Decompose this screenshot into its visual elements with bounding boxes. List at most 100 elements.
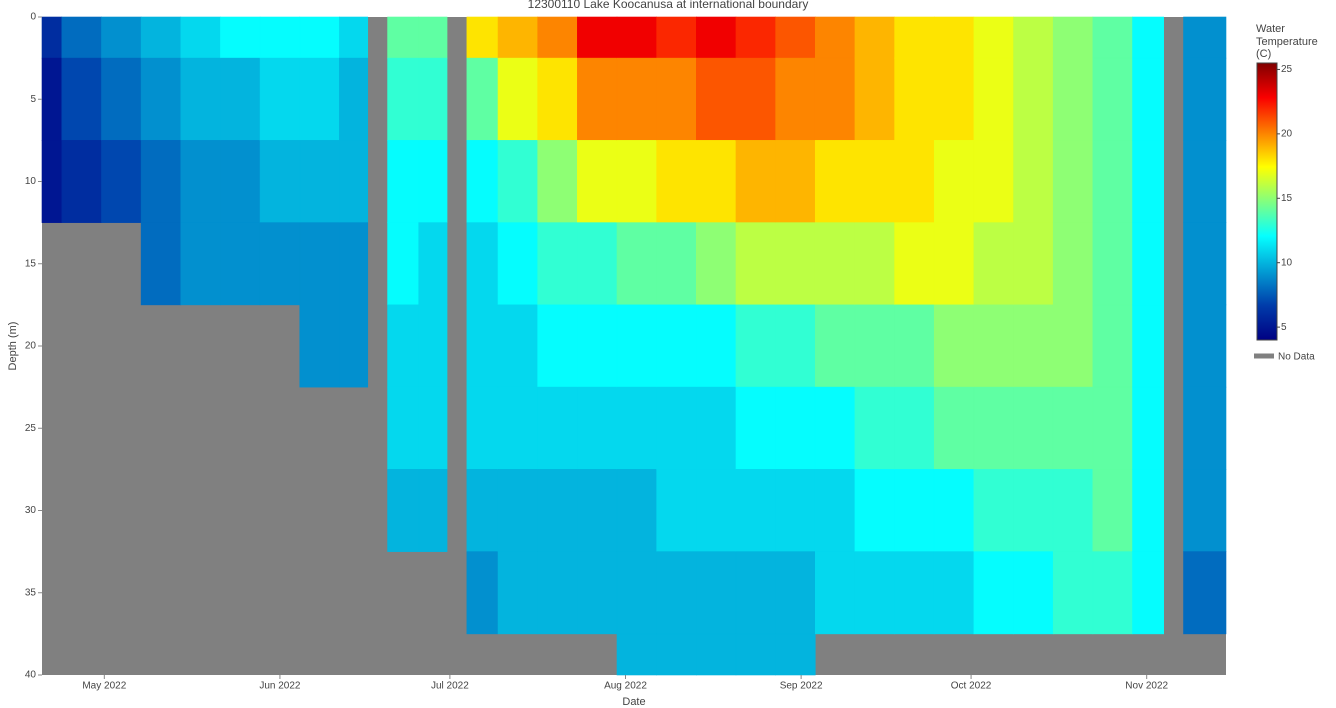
heatmap-cell xyxy=(537,304,578,388)
heatmap-cell xyxy=(299,16,340,59)
heatmap-cell xyxy=(814,57,856,141)
heatmap-cell xyxy=(418,222,448,306)
heatmap-cell xyxy=(466,551,499,635)
heatmap-cell xyxy=(616,16,657,59)
colorbar xyxy=(1256,62,1278,341)
heatmap-cell xyxy=(616,57,657,141)
heatmap-cell xyxy=(656,469,697,552)
heatmap-cell xyxy=(696,551,737,635)
heatmap-cell xyxy=(101,57,142,141)
heatmap-cell xyxy=(894,386,935,470)
heatmap-cell xyxy=(1013,386,1054,470)
heatmap-cell xyxy=(1183,222,1227,306)
heatmap-cell xyxy=(973,16,1014,59)
heatmap-cell xyxy=(1092,304,1133,388)
heatmap-cell xyxy=(1013,304,1054,388)
heatmap-cell xyxy=(466,386,499,470)
heatmap-cell xyxy=(1183,57,1227,141)
heatmap-cell xyxy=(814,386,856,470)
heatmap-cell xyxy=(735,140,776,223)
heatmap-cell xyxy=(696,633,737,676)
heatmap-cell xyxy=(814,551,856,635)
heatmap-cell xyxy=(259,222,301,306)
heatmap-cell xyxy=(854,16,895,59)
heatmap-cell xyxy=(656,386,697,470)
heatmap-cell xyxy=(577,386,618,470)
heatmap-cell xyxy=(735,222,776,306)
heatmap-cell xyxy=(894,304,935,388)
heatmap-cell xyxy=(466,16,499,59)
heatmap-cell xyxy=(933,304,975,388)
heatmap-cell xyxy=(696,222,737,306)
heatmap-cell xyxy=(41,57,63,141)
colorbar-tick-label: 25 xyxy=(1281,64,1293,75)
x-tick-label: Sep 2022 xyxy=(780,681,823,692)
heatmap-cell xyxy=(1052,140,1094,223)
heatmap-cell xyxy=(101,16,142,59)
heatmap-cell xyxy=(854,57,895,141)
heatmap-cell xyxy=(220,140,261,223)
heatmap-cell xyxy=(577,304,618,388)
heatmap-cell xyxy=(466,57,499,141)
heatmap-cell xyxy=(894,16,935,59)
heatmap-cell xyxy=(973,57,1014,141)
heatmap-cell xyxy=(775,140,816,223)
heatmap-cell xyxy=(339,140,369,223)
heatmap-cell xyxy=(466,140,499,223)
heatmap-cell xyxy=(735,16,776,59)
heatmap-cell xyxy=(775,57,816,141)
heatmap-cell xyxy=(1013,16,1054,59)
heatmap-cell xyxy=(1092,386,1133,470)
heatmap-cell xyxy=(1132,469,1164,552)
heatmap-cell xyxy=(220,222,261,306)
heatmap-cell xyxy=(418,386,448,470)
colorbar-tick-label: 5 xyxy=(1281,322,1287,333)
heatmap-cell xyxy=(973,469,1014,552)
heatmap-cell xyxy=(656,222,697,306)
heatmap-cell xyxy=(696,469,737,552)
y-tick-label: 5 xyxy=(30,94,36,105)
heatmap-cell xyxy=(1132,16,1164,59)
heatmap-cell xyxy=(696,304,737,388)
heatmap-cell xyxy=(973,304,1014,388)
x-tick-label: Jul 2022 xyxy=(431,681,469,692)
heatmap-cell xyxy=(339,304,369,388)
heatmap-cell xyxy=(854,551,895,635)
heatmap-cell xyxy=(577,222,618,306)
heatmap-cell xyxy=(894,469,935,552)
heatmap-cell xyxy=(577,551,618,635)
legend-label: No Data xyxy=(1278,352,1315,363)
heatmap-cell xyxy=(933,469,975,552)
heatmap-cell xyxy=(933,140,975,223)
heatmap-cell xyxy=(1132,386,1164,470)
heatmap-cell xyxy=(339,16,369,59)
heatmap-cell xyxy=(259,57,301,141)
heatmap-cell xyxy=(299,304,340,388)
chart-title: 12300110 Lake Koocanusa at international… xyxy=(528,0,809,11)
heatmap-cell xyxy=(1092,551,1133,635)
heatmap-cell xyxy=(1052,304,1094,388)
heatmap-cell xyxy=(1183,551,1227,635)
heatmap-cell xyxy=(387,57,420,141)
heatmap-cell xyxy=(537,140,578,223)
heatmap-cell xyxy=(537,551,578,635)
heatmap-cell xyxy=(61,57,102,141)
heatmap-cell xyxy=(1132,551,1164,635)
heatmap-cell xyxy=(339,222,369,306)
heatmap-cell xyxy=(656,304,697,388)
heatmap-cell xyxy=(418,304,448,388)
heatmap-cell xyxy=(894,222,935,306)
heatmap-cell xyxy=(140,222,182,306)
heatmap-cell xyxy=(814,469,856,552)
heatmap-cell xyxy=(1013,551,1054,635)
heatmap-cell xyxy=(696,386,737,470)
heatmap-cell xyxy=(735,551,776,635)
heatmap-cell xyxy=(933,57,975,141)
heatmap-cell xyxy=(497,57,538,141)
heatmap-cell xyxy=(656,140,697,223)
heatmap-cell xyxy=(933,551,975,635)
x-tick-label: Oct 2022 xyxy=(951,681,992,692)
heatmap-cell xyxy=(387,16,420,59)
